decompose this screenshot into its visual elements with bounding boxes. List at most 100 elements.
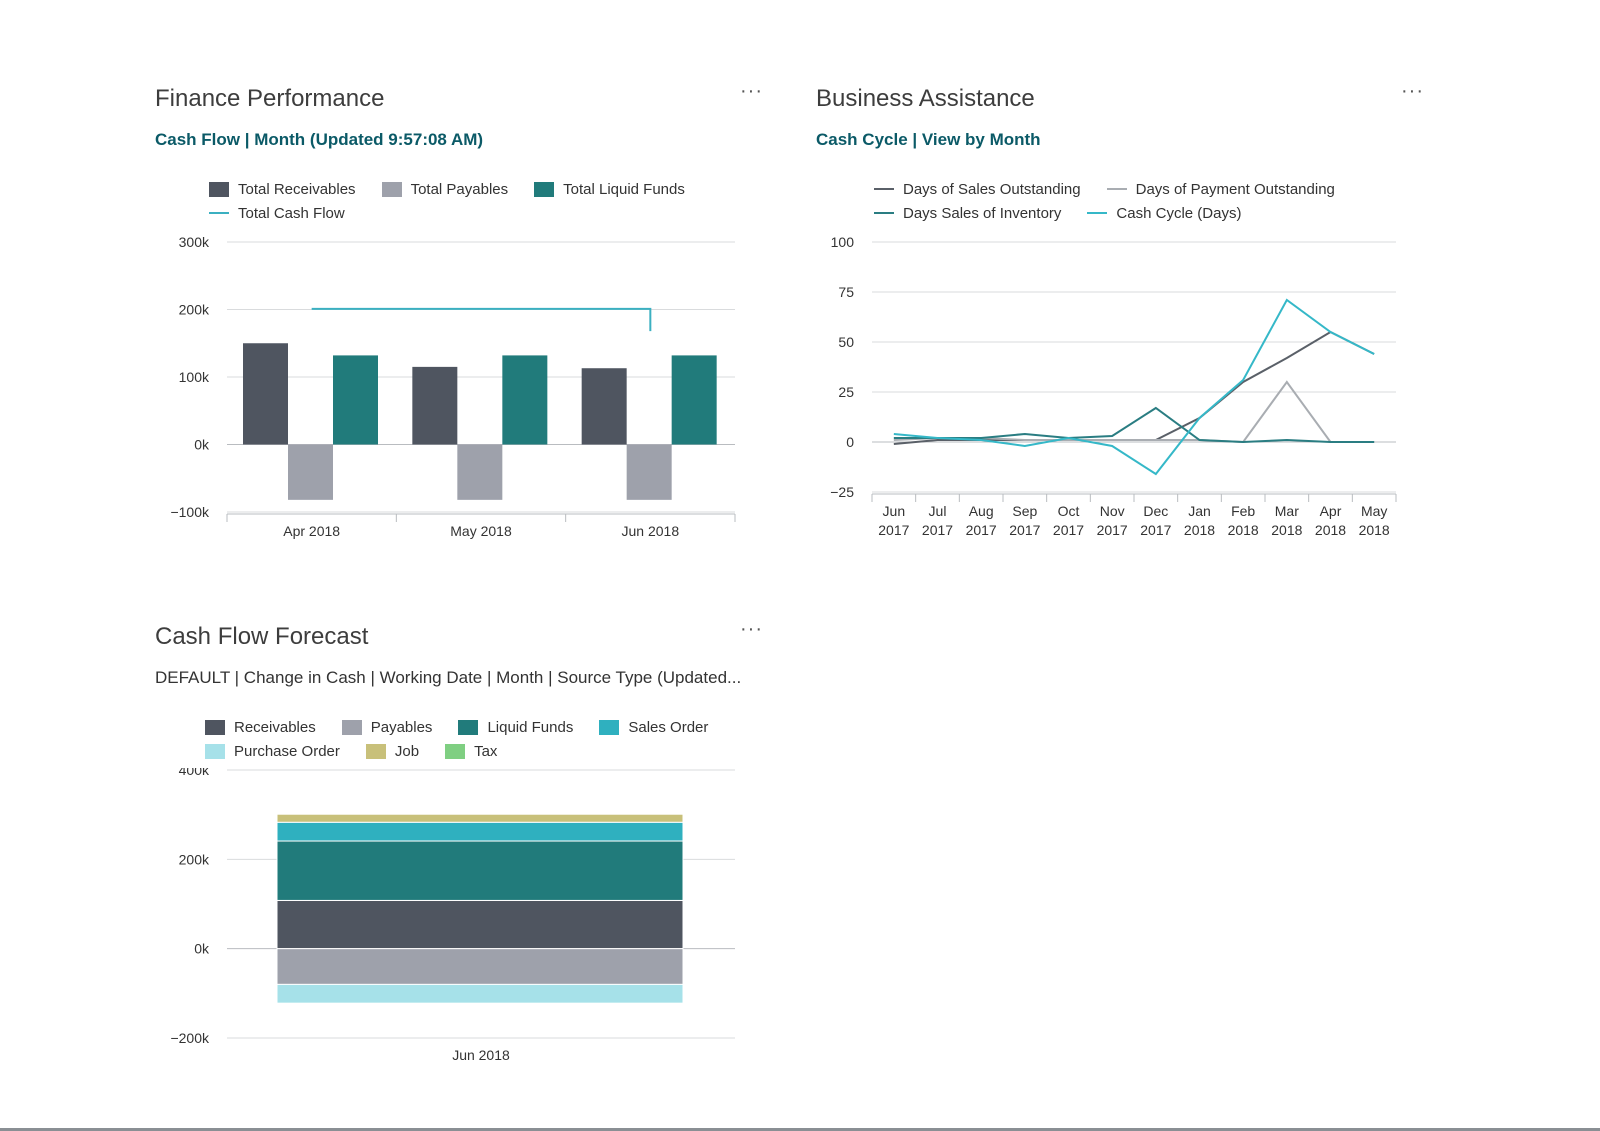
x-tick-label: Nov <box>1100 503 1125 519</box>
legend-label: Total Liquid Funds <box>563 180 685 198</box>
y-tick-label: 200k <box>179 851 210 867</box>
stacked-bar-segment <box>276 813 684 823</box>
series-line <box>893 298 1375 476</box>
y-tick-label: 100k <box>179 369 210 385</box>
x-tick-label: Feb <box>1231 503 1255 519</box>
y-tick-label: 200k <box>179 302 210 318</box>
bar <box>412 366 458 445</box>
more-options-icon[interactable]: ··· <box>1401 80 1424 102</box>
legend-item[interactable]: Days Sales of Inventory <box>874 205 1061 222</box>
chart-subtitle-link[interactable]: Cash Flow | Month (Updated 9:57:08 AM) <box>155 130 484 149</box>
legend-label: Days of Payment Outstanding <box>1135 180 1335 198</box>
series-line <box>893 380 1375 444</box>
legend-label: Job <box>394 742 420 760</box>
x-tick-label: 2017 <box>1097 522 1128 538</box>
y-tick-label: −200k <box>170 1030 210 1046</box>
bar <box>502 355 548 445</box>
legend-label: Purchase Order <box>234 742 340 760</box>
x-tick-label: Apr 2018 <box>283 523 340 539</box>
x-tick-label: Sep <box>1012 503 1037 519</box>
x-tick-label: May <box>1361 503 1387 519</box>
chart-legend: Total Receivables Total Payables Total L… <box>209 177 711 225</box>
x-tick-label: May 2018 <box>450 523 512 539</box>
swatch <box>381 181 402 197</box>
bar <box>288 444 333 500</box>
x-tick-label: Jul <box>929 503 947 519</box>
y-tick-label: 75 <box>838 284 854 300</box>
bottom-divider <box>0 1128 1600 1131</box>
legend-item[interactable]: Total Payables <box>381 180 509 198</box>
legend-item[interactable]: Liquid Funds <box>458 719 573 736</box>
legend-label: Days of Sales Outstanding <box>903 180 1081 198</box>
y-tick-label: 50 <box>838 334 854 350</box>
y-tick-label: 0 <box>846 434 854 450</box>
y-tick-label: −100k <box>170 504 210 520</box>
more-options-icon[interactable]: ··· <box>740 618 763 640</box>
swatch <box>205 743 225 759</box>
legend-label: Sales Order <box>628 718 709 736</box>
y-tick-label: 0k <box>194 941 210 957</box>
bar <box>626 444 672 500</box>
cash-flow-forecast-chart: 400k 200k 0k −200k Jun 2018 <box>170 768 735 1063</box>
legend-item[interactable]: Receivables <box>205 719 316 736</box>
stacked-bar-segment <box>276 983 684 1004</box>
x-tick-label: Jun 2018 <box>622 523 680 539</box>
legend-item[interactable]: Job <box>365 742 420 760</box>
swatch <box>445 743 466 759</box>
stacked-bar-segment <box>276 840 684 901</box>
legend-item[interactable]: Total Receivables <box>209 181 356 198</box>
series-line <box>893 406 1375 444</box>
legend-item[interactable]: Total Cash Flow <box>209 205 345 222</box>
y-tick-label: 100 <box>831 234 855 250</box>
stacked-bar-segment <box>276 948 684 985</box>
swatch <box>534 181 555 197</box>
bar <box>243 343 288 445</box>
legend-item[interactable]: Tax <box>445 743 497 760</box>
x-tick-label: Jun 2018 <box>452 1047 510 1063</box>
legend-item[interactable]: Payables <box>341 719 432 736</box>
part-title: Finance Performance <box>155 85 385 112</box>
bar <box>333 355 378 445</box>
legend-item[interactable]: Sales Order <box>599 719 708 736</box>
legend-label: Total Payables <box>410 180 509 198</box>
x-tick-label: 2017 <box>1009 522 1040 538</box>
x-tick-label: Apr <box>1320 503 1342 519</box>
y-tick-label: 0k <box>194 437 210 453</box>
series-line <box>893 330 1375 445</box>
y-tick-label: 300k <box>179 234 210 250</box>
swatch <box>599 719 620 735</box>
legend-label: Total Cash Flow <box>238 204 345 222</box>
swatch <box>209 181 229 197</box>
cash-cycle-chart: 100 75 50 25 0 −25 Jun 2017 Jul 2017 Aug 2017 Sep 201… <box>830 234 1397 538</box>
x-tick-label: 2017 <box>1140 522 1171 538</box>
x-tick-label: 2017 <box>878 522 909 538</box>
bar <box>581 368 627 445</box>
x-tick-label: 2018 <box>1315 522 1346 538</box>
part-title: Cash Flow Forecast <box>155 623 369 650</box>
x-tick-label: 2018 <box>1359 522 1390 538</box>
more-options-icon[interactable]: ··· <box>740 80 763 102</box>
swatch <box>1087 212 1108 214</box>
legend-item[interactable]: Cash Cycle (Days) <box>1087 205 1241 222</box>
swatch <box>205 719 225 735</box>
y-tick-label: 25 <box>838 384 854 400</box>
chart-legend: Days of Sales Outstanding Days of Paymen… <box>874 177 1361 225</box>
x-tick-label: Mar <box>1275 503 1299 519</box>
legend-item[interactable]: Days of Sales Outstanding <box>874 181 1081 198</box>
chart-legend: Receivables Payables Liquid Funds Sales … <box>205 715 734 763</box>
x-tick-label: 2017 <box>1053 522 1084 538</box>
swatch <box>341 719 362 735</box>
bar <box>671 355 717 445</box>
legend-label: Total Receivables <box>238 180 356 198</box>
legend-item[interactable]: Days of Payment Outstanding <box>1106 180 1335 198</box>
chart-subtitle-link[interactable]: Cash Cycle | View by Month <box>816 130 1041 149</box>
part-title: Business Assistance <box>816 85 1035 112</box>
legend-item[interactable]: Purchase Order <box>205 743 340 760</box>
chart-subtitle-link[interactable]: DEFAULT | Change in Cash | Working Date … <box>155 668 742 687</box>
x-tick-label: 2018 <box>1228 522 1259 538</box>
swatch <box>209 212 229 214</box>
x-tick-label: 2018 <box>1271 522 1302 538</box>
x-tick-label: 2017 <box>922 522 953 538</box>
stacked-bar-segment <box>276 899 684 950</box>
legend-item[interactable]: Total Liquid Funds <box>534 181 685 198</box>
